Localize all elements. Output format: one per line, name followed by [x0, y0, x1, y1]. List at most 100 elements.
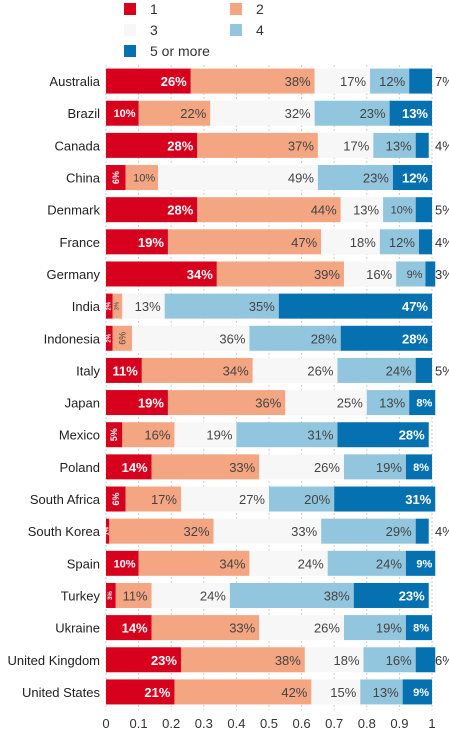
bar-segment[interactable] — [379, 229, 419, 255]
bar-segment[interactable] — [405, 615, 432, 641]
bar-segment[interactable] — [415, 357, 432, 383]
bar-segment[interactable] — [373, 132, 416, 158]
bar-segment[interactable] — [167, 390, 286, 416]
bar-segment[interactable] — [425, 261, 436, 287]
bar-segment[interactable] — [115, 582, 152, 608]
bar-segment[interactable] — [167, 229, 322, 255]
bar-segment[interactable] — [360, 679, 403, 705]
bar-segment[interactable] — [327, 550, 406, 576]
bar-segment[interactable] — [151, 615, 260, 641]
bar-segment[interactable] — [106, 518, 110, 544]
bar-segment[interactable] — [106, 132, 198, 158]
bar-segment[interactable] — [396, 261, 426, 287]
bar-segment[interactable] — [236, 422, 338, 448]
bar-segment[interactable] — [106, 68, 191, 94]
bar-segment[interactable] — [366, 390, 410, 416]
bar-segment[interactable] — [353, 582, 429, 608]
bar-segment[interactable] — [259, 615, 344, 641]
bar-segment[interactable] — [383, 197, 416, 223]
bar-segment[interactable] — [106, 325, 113, 351]
bar-segment[interactable] — [418, 229, 432, 255]
bar-segment[interactable] — [106, 582, 116, 608]
bar-segment[interactable] — [278, 293, 432, 319]
bar-segment[interactable] — [151, 454, 260, 480]
bar-segment[interactable] — [340, 325, 432, 351]
bar-segment[interactable] — [109, 518, 214, 544]
bar-segment[interactable] — [138, 550, 250, 576]
bar-segment[interactable] — [415, 132, 429, 158]
bar-segment[interactable] — [138, 100, 211, 126]
legend-item-1[interactable]: 1 — [124, 0, 158, 18]
bar-segment[interactable] — [190, 68, 315, 94]
bar-segment[interactable] — [106, 679, 175, 705]
bar-segment[interactable] — [405, 454, 432, 480]
bar-segment[interactable] — [213, 518, 322, 544]
bar-segment[interactable] — [314, 100, 390, 126]
bar-segment[interactable] — [180, 647, 305, 673]
bar-segment[interactable] — [249, 550, 328, 576]
legend-item-2[interactable]: 2 — [230, 0, 264, 18]
bar-segment[interactable] — [216, 261, 344, 287]
bar-segment[interactable] — [405, 550, 436, 576]
bar-segment[interactable] — [415, 647, 436, 673]
bar-segment[interactable] — [210, 100, 315, 126]
bar-segment[interactable] — [106, 390, 168, 416]
bar-segment[interactable] — [363, 647, 416, 673]
bar-segment[interactable] — [343, 615, 406, 641]
bar-segment[interactable] — [409, 68, 432, 94]
bar-segment[interactable] — [112, 325, 133, 351]
bar-segment[interactable] — [340, 197, 384, 223]
bar-segment[interactable] — [304, 647, 364, 673]
bar-segment[interactable] — [106, 486, 126, 512]
bar-segment[interactable] — [125, 486, 181, 512]
bar-segment[interactable] — [174, 679, 312, 705]
bar-segment[interactable] — [106, 165, 126, 191]
bar-segment[interactable] — [259, 454, 344, 480]
legend-item-4[interactable]: 4 — [230, 21, 264, 39]
bar-segment[interactable] — [415, 197, 432, 223]
bar-segment[interactable] — [164, 293, 279, 319]
bar-segment[interactable] — [343, 261, 397, 287]
bar-segment[interactable] — [337, 422, 429, 448]
bar-segment[interactable] — [249, 325, 341, 351]
bar-segment[interactable] — [158, 165, 318, 191]
bar-segment[interactable] — [106, 647, 181, 673]
bar-segment[interactable] — [125, 165, 159, 191]
bar-segment[interactable] — [317, 132, 374, 158]
bar-segment[interactable] — [106, 261, 217, 287]
bar-segment[interactable] — [106, 229, 168, 255]
legend-item-3[interactable]: 3 — [124, 21, 158, 39]
bar-segment[interactable] — [106, 197, 198, 223]
bar-segment[interactable] — [415, 518, 429, 544]
bar-segment[interactable] — [106, 550, 139, 576]
bar-segment[interactable] — [311, 679, 361, 705]
bar-segment[interactable] — [343, 454, 406, 480]
bar-segment[interactable] — [122, 293, 165, 319]
bar-segment[interactable] — [112, 293, 123, 319]
bar-segment[interactable] — [409, 390, 436, 416]
bar-segment[interactable] — [252, 357, 338, 383]
bar-segment[interactable] — [197, 132, 318, 158]
bar-segment[interactable] — [180, 486, 269, 512]
bar-segment[interactable] — [334, 486, 436, 512]
bar-segment[interactable] — [317, 165, 393, 191]
bar-segment[interactable] — [314, 68, 371, 94]
bar-segment[interactable] — [132, 325, 250, 351]
bar-segment[interactable] — [106, 615, 152, 641]
bar-segment[interactable] — [174, 422, 237, 448]
bar-segment[interactable] — [285, 390, 367, 416]
bar-segment[interactable] — [141, 357, 253, 383]
bar-segment[interactable] — [321, 229, 380, 255]
bar-segment[interactable] — [151, 582, 230, 608]
bar-segment[interactable] — [106, 422, 123, 448]
bar-segment[interactable] — [229, 582, 354, 608]
bar-segment[interactable] — [321, 518, 416, 544]
bar-segment[interactable] — [106, 454, 152, 480]
bar-segment[interactable] — [106, 293, 113, 319]
bar-segment[interactable] — [106, 357, 142, 383]
bar-segment[interactable] — [269, 486, 335, 512]
bar-segment[interactable] — [402, 679, 432, 705]
bar-segment[interactable] — [122, 422, 175, 448]
bar-segment[interactable] — [106, 100, 139, 126]
bar-segment[interactable] — [337, 357, 416, 383]
